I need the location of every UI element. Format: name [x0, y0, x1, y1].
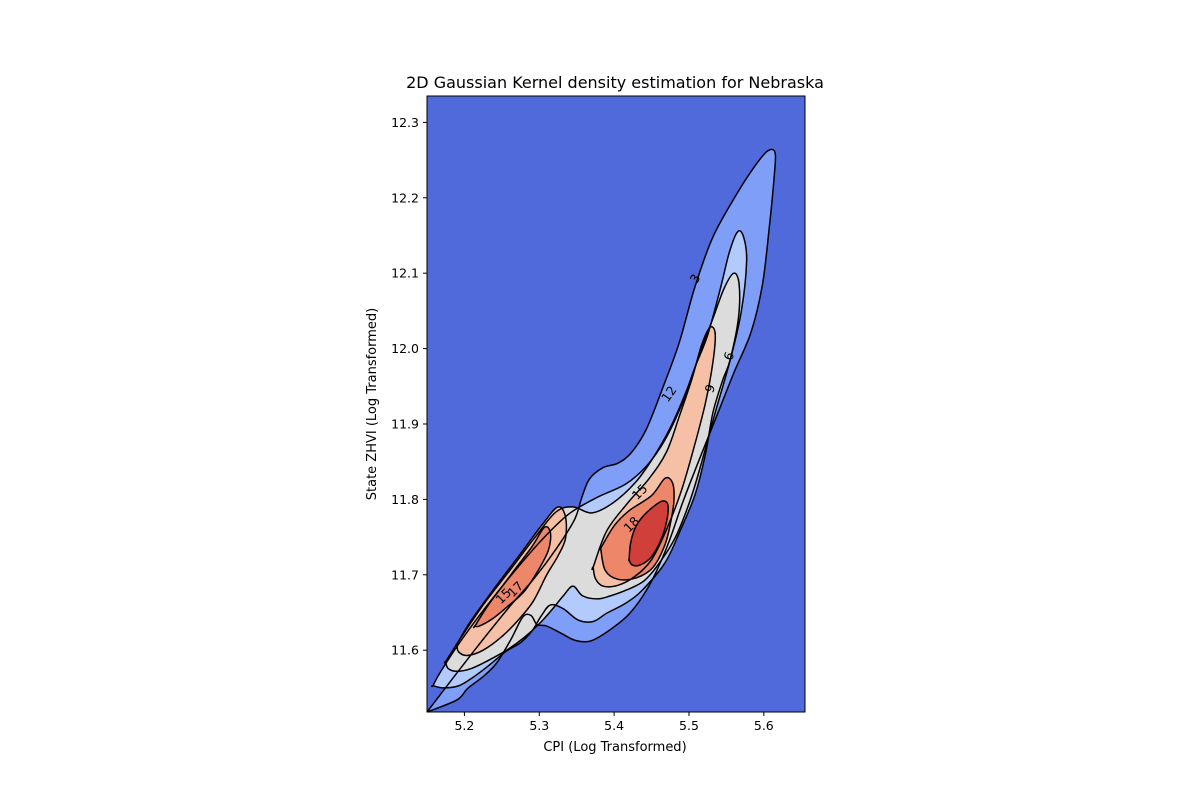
contour-line-level-12-1 [455, 506, 568, 657]
y-tick-label: 11.8 [391, 492, 419, 507]
contour-line-level-15-2 [598, 476, 675, 581]
y-tick-label: 11.7 [391, 567, 419, 582]
contour-line-level-6-1 [431, 230, 748, 689]
x-tick-label: 5.3 [529, 718, 549, 733]
y-tick-label: 12.2 [391, 190, 419, 205]
contour-line-level-15-1 [472, 525, 552, 629]
contour-label-4: 12 [658, 383, 679, 405]
y-tick-label: 11.6 [391, 643, 419, 658]
y-tick-label: 11.9 [391, 416, 419, 431]
x-tick-label: 5.4 [604, 718, 624, 733]
contour-line-level-9-1 [443, 272, 741, 673]
x-tick-label: 5.5 [679, 718, 699, 733]
contour-line-level-18-1 [628, 500, 669, 567]
y-axis-label: State ZHVI (Log Transformed) [365, 308, 380, 501]
x-tick-label: 5.2 [454, 718, 474, 733]
contour-line-level-3-1 [427, 148, 777, 712]
contour-line-level-12-2 [591, 326, 717, 588]
contour-lines [427, 148, 777, 712]
x-axis-label: CPI (Log Transformed) [543, 740, 686, 755]
y-axis: 11.6 11.7 11.8 11.9 12.0 12.1 12.2 12.3 [391, 115, 427, 658]
x-axis: 5.2 5.3 5.4 5.5 5.6 [454, 712, 774, 733]
contour-fills [427, 149, 776, 712]
contour-fill-level-18-1 [628, 500, 669, 566]
plot-frame [426, 95, 806, 713]
y-tick-label: 12.3 [391, 115, 419, 130]
plot-area [427, 96, 805, 712]
x-tick-label: 5.6 [754, 718, 774, 733]
y-tick-label: 12.0 [391, 341, 419, 356]
chart-title: 2D Gaussian Kernel density estimation fo… [406, 73, 824, 92]
y-tick-label: 12.1 [391, 266, 419, 281]
